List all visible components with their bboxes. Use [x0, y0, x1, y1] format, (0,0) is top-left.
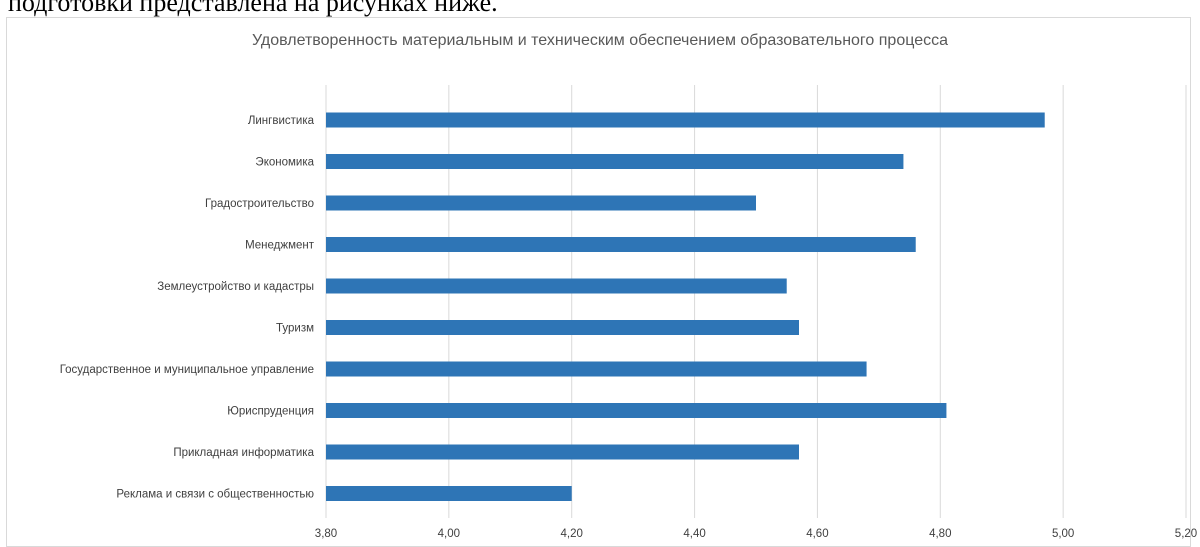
category-label: Юриспруденция: [227, 406, 314, 418]
category-label: Лингвистика: [248, 115, 315, 127]
chart-title: Удовлетворенность материальным и техниче…: [251, 32, 948, 49]
bar: [326, 195, 756, 211]
x-tick-label: 3,80: [315, 528, 337, 540]
bar: [326, 320, 799, 335]
x-tick-label: 4,00: [438, 528, 460, 540]
x-tick-label: 5,00: [1052, 528, 1074, 540]
bar: [326, 361, 867, 377]
category-label: Реклама и связи с общественностью: [116, 489, 314, 501]
category-label: Градостроительство: [205, 198, 314, 210]
category-label: Прикладная информатика: [173, 447, 314, 459]
bar: [326, 154, 904, 169]
x-tick-label: 4,40: [683, 528, 705, 540]
document-text: подготовки представлена на рисунках ниже…: [8, 0, 498, 17]
bar: [326, 444, 799, 460]
bar: [326, 112, 1045, 128]
category-label: Государственное и муниципальное управлен…: [60, 364, 314, 376]
bar: [326, 486, 572, 501]
bar: [326, 237, 916, 252]
bar: [326, 278, 787, 294]
category-label: Менеджмент: [245, 240, 315, 252]
category-label: Землеустройство и кадастры: [157, 281, 314, 293]
x-tick-label: 5,20: [1175, 528, 1197, 540]
x-tick-label: 4,20: [561, 528, 583, 540]
category-label: Экономика: [255, 157, 314, 169]
bar: [326, 403, 947, 418]
x-tick-label: 4,80: [929, 528, 951, 540]
category-label: Туризм: [276, 323, 314, 335]
x-tick-label: 4,60: [806, 528, 828, 540]
